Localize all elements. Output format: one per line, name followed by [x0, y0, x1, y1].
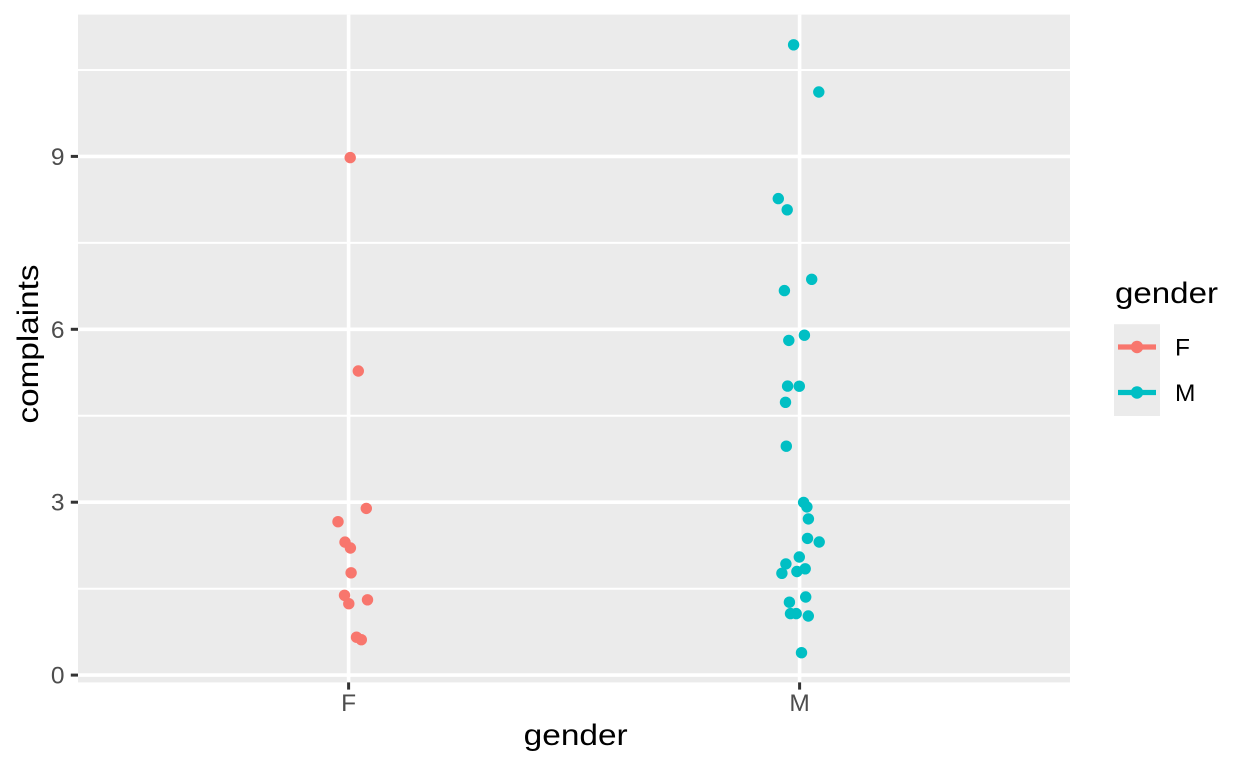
svg-text:gender: gender	[1115, 277, 1218, 310]
svg-text:F: F	[1175, 335, 1190, 362]
svg-text:3: 3	[51, 490, 65, 517]
svg-text:M: M	[789, 690, 809, 717]
svg-text:0: 0	[51, 663, 65, 690]
svg-text:gender: gender	[524, 719, 628, 752]
svg-text:6: 6	[51, 317, 65, 344]
svg-text:F: F	[341, 690, 356, 717]
svg-text:M: M	[1175, 380, 1195, 407]
svg-text:9: 9	[51, 144, 65, 171]
svg-text:complaints: complaints	[12, 265, 45, 424]
